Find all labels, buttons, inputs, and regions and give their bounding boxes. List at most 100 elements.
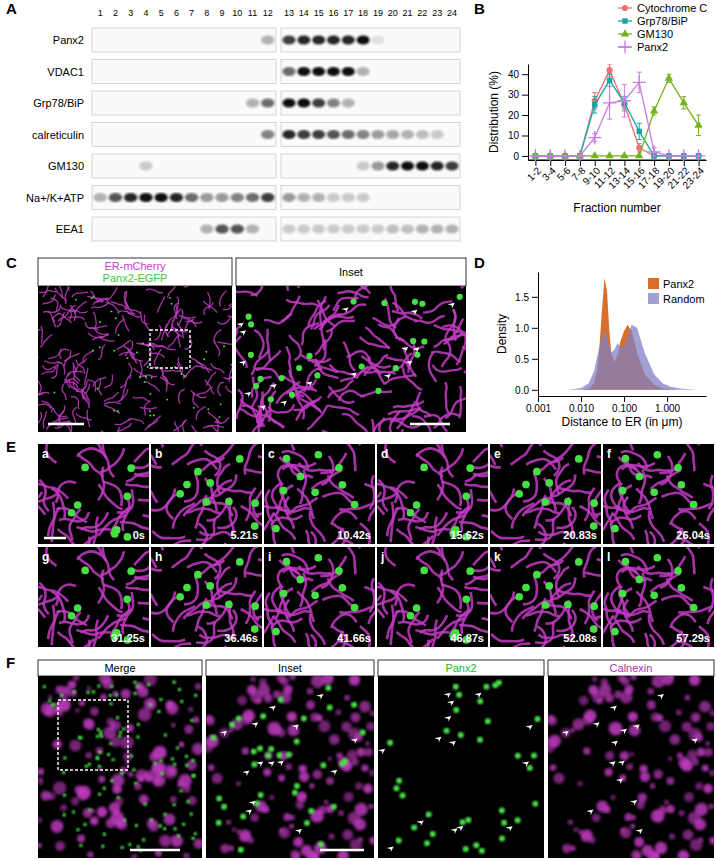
er-blob xyxy=(96,747,103,754)
panel-label: B xyxy=(474,0,485,17)
vesicle xyxy=(153,414,155,416)
er-blob xyxy=(662,676,674,685)
tick-mark xyxy=(654,160,655,166)
vesicle xyxy=(68,612,76,620)
er-tubule xyxy=(306,530,321,544)
vesicle xyxy=(177,834,181,838)
er-blob xyxy=(355,782,363,790)
vesicle xyxy=(426,811,432,817)
er-tubule xyxy=(506,591,515,622)
er-blob xyxy=(120,736,134,750)
vesicle xyxy=(127,357,129,359)
vesicle xyxy=(381,300,387,306)
band xyxy=(431,225,444,234)
vesicle xyxy=(120,846,124,850)
er-tubule xyxy=(184,286,198,287)
er-tubule xyxy=(708,500,714,521)
er-tubule xyxy=(473,474,488,478)
band xyxy=(261,193,274,202)
er-tubule xyxy=(670,511,696,524)
er-tubule xyxy=(360,337,390,348)
er-blob xyxy=(326,777,334,785)
panel-label: A xyxy=(6,0,17,17)
er-tubule xyxy=(48,502,54,536)
er-tubule xyxy=(204,554,220,579)
er-tubule xyxy=(130,352,143,361)
er-blob xyxy=(60,804,67,811)
error-bar xyxy=(637,123,642,139)
er-blob xyxy=(359,701,371,713)
vesicle xyxy=(258,792,264,798)
vesicle xyxy=(68,509,76,517)
er-blob xyxy=(620,751,629,760)
vesicle xyxy=(178,688,182,692)
band xyxy=(357,130,370,139)
er-blob xyxy=(573,827,578,832)
er-tubule xyxy=(439,448,463,472)
vesicle xyxy=(458,732,464,738)
er-tubule xyxy=(73,407,77,422)
tick: 0.0 xyxy=(515,385,538,396)
lane-number: 22 xyxy=(417,8,427,18)
arrowhead xyxy=(444,713,452,721)
lane-number: 16 xyxy=(328,8,338,18)
vesicle xyxy=(76,828,80,832)
er-tubule xyxy=(461,286,466,288)
vesicle xyxy=(236,715,242,721)
frame-time: 52.08s xyxy=(563,632,597,644)
er-tubule xyxy=(437,587,461,612)
er-blob xyxy=(684,695,690,701)
vesicle xyxy=(83,823,87,827)
er-blob xyxy=(307,688,314,695)
axis-line xyxy=(528,160,706,161)
band xyxy=(124,193,137,202)
vesicle xyxy=(268,396,274,402)
tick-mark xyxy=(532,390,538,391)
er-tubule xyxy=(154,349,161,365)
er-blob xyxy=(171,835,183,847)
er-blob xyxy=(310,713,319,722)
er-tubule xyxy=(195,627,206,647)
er-tubule xyxy=(393,429,403,432)
vesicle xyxy=(311,591,319,599)
er-tubule xyxy=(246,462,262,473)
er-blob xyxy=(128,771,134,777)
vesicle xyxy=(74,604,82,612)
vesicle xyxy=(149,410,151,412)
er-tubule xyxy=(199,444,215,446)
vesicle xyxy=(463,846,469,852)
vesicle xyxy=(118,734,122,738)
er-blob xyxy=(38,768,44,776)
vesicle xyxy=(575,558,583,566)
series-line xyxy=(535,70,698,156)
lane-number: 7 xyxy=(189,8,194,18)
vesicle xyxy=(308,808,314,814)
blot-frame xyxy=(92,28,276,52)
vesicle xyxy=(79,844,83,848)
micrograph xyxy=(264,547,375,647)
band xyxy=(371,162,384,171)
arrowhead xyxy=(691,736,699,744)
er-tubule xyxy=(610,618,641,628)
er-blob xyxy=(97,807,108,818)
band xyxy=(416,162,429,171)
frame-time: 15.62s xyxy=(450,529,484,541)
er-blob xyxy=(670,734,681,745)
vesicle xyxy=(147,345,149,347)
band xyxy=(327,67,340,76)
vesicle xyxy=(147,683,151,687)
vesicle xyxy=(260,713,266,719)
er-tubule xyxy=(38,330,41,332)
arrowhead xyxy=(456,823,464,831)
row-label: Grp78/BiP xyxy=(33,97,84,109)
tick-label: 0.0 xyxy=(515,385,529,396)
vesicle xyxy=(289,392,295,398)
image-background xyxy=(603,444,714,544)
arrowhead xyxy=(630,797,638,805)
vesicle xyxy=(117,410,119,412)
blot-frame xyxy=(281,217,460,241)
vesicle xyxy=(179,789,183,793)
band xyxy=(282,225,295,234)
lane-number: 13 xyxy=(284,8,294,18)
er-tubule xyxy=(462,497,469,531)
